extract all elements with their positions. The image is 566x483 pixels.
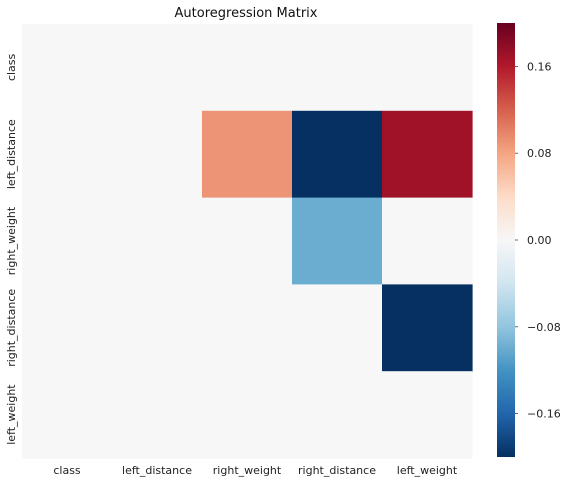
x-tick-label: right_weight — [213, 464, 282, 477]
heatmap-cell-0-4 — [382, 24, 473, 112]
heatmap-cell-1-3 — [292, 110, 383, 199]
x-tick-label: class — [53, 464, 81, 477]
heatmap-cell-1-0 — [22, 110, 113, 199]
x-tick-label: left_distance — [122, 464, 192, 477]
heatmap-cell-4-1 — [112, 371, 203, 459]
heatmap-cell-0-3 — [292, 24, 383, 112]
colorbar-tick-label: 0.00 — [527, 234, 552, 247]
y-tick-label: right_weight — [5, 206, 18, 275]
x-tick-label: right_distance — [298, 464, 376, 477]
y-tick-label: class — [5, 53, 18, 81]
heatmap-cell-1-4 — [382, 110, 473, 199]
heatmap-cell-4-0 — [22, 371, 113, 459]
heatmap-cell-3-3 — [292, 284, 383, 372]
heatmap-cell-1-1 — [112, 110, 203, 199]
colorbar — [497, 23, 515, 457]
heatmap-cell-3-1 — [112, 284, 203, 372]
y-tick-label: left_weight — [5, 384, 18, 445]
heatmap-cell-4-2 — [202, 371, 293, 459]
y-tick-label: right_distance — [5, 289, 18, 367]
x-tick-label: left_weight — [397, 464, 458, 477]
y-tick-label: left_distance — [5, 119, 18, 189]
heatmap-cell-2-1 — [112, 197, 203, 285]
heatmap-cell-2-4 — [382, 197, 473, 285]
chart-title: Autoregression Matrix — [175, 6, 318, 21]
heatmap-cell-0-0 — [22, 24, 113, 112]
heatmap-cell-0-1 — [112, 24, 203, 112]
heatmap-cell-4-3 — [292, 371, 383, 459]
heatmap-cell-1-2 — [202, 110, 293, 199]
colorbar-tick-label: −0.16 — [527, 408, 561, 421]
y-axis-tick-labels: class left_distance right_weight right_dist… — [5, 53, 18, 444]
x-axis-tick-labels: class left_distance right_weight right_dist… — [53, 464, 458, 477]
colorbar-tick-labels: 0.16 0.08 0.00 −0.08 −0.16 — [515, 60, 561, 421]
colorbar-tick-label: 0.08 — [527, 147, 552, 160]
heatmap-cell-0-2 — [202, 24, 293, 112]
heatmap-cell-3-2 — [202, 284, 293, 372]
colorbar-tick-label: 0.16 — [527, 60, 552, 73]
heatmap-cell-3-4 — [382, 284, 473, 372]
heatmap-cell-2-2 — [202, 197, 293, 285]
heatmap-cell-4-4 — [382, 371, 473, 459]
heatmap-cell-2-3 — [292, 197, 383, 285]
heatmap-cell-3-0 — [22, 284, 113, 372]
heatmap-cell-2-0 — [22, 197, 113, 285]
heatmap-cells — [22, 24, 473, 459]
colorbar-tick-label: −0.08 — [527, 321, 561, 334]
